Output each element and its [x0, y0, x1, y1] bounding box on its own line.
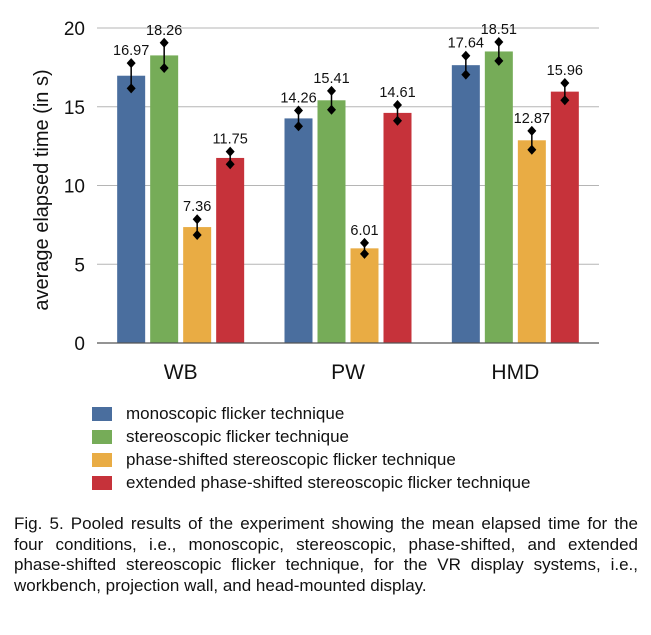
bar-chart: 16.97 18.26 7.36 11.75 14.26 15.41 6.01 14.61 17… [31, 19, 599, 384]
value-label: 15.41 [313, 71, 349, 87]
bar-pw-1 [317, 100, 346, 343]
error-bar-cap [360, 248, 369, 259]
error-bar-cap [192, 214, 202, 225]
x-tick-label-pw: PW [331, 361, 365, 384]
legend-swatch-stereoscopic [92, 429, 112, 444]
legend: monoscopic flicker technique stereoscopi… [92, 402, 530, 494]
error-bar-cap [461, 50, 471, 61]
value-label: 12.87 [514, 111, 550, 127]
value-label: 18.51 [481, 22, 517, 38]
error-bar-cap [327, 104, 336, 115]
y-tick-label: 5 [74, 255, 85, 276]
error-bar-cap [294, 121, 303, 132]
error-bar-cap [560, 77, 570, 88]
legend-swatch-phase-shifted [92, 452, 112, 467]
legend-item-monoscopic: monoscopic flicker technique [92, 402, 530, 425]
error-bar-cap [126, 83, 136, 94]
figure-caption: Fig. 5. Pooled results of the experiment… [14, 514, 638, 595]
error-bar-cap [192, 229, 202, 240]
bar-pw-0 [284, 118, 313, 343]
error-bar-cap [527, 144, 537, 155]
legend-item-phase-shifted: phase-shifted stereoscopic flicker techn… [92, 448, 530, 471]
value-label: 7.36 [183, 199, 211, 215]
x-tick-label-hmd: HMD [491, 361, 539, 384]
y-tick-label: 15 [64, 98, 85, 119]
legend-label-phase-shifted: phase-shifted stereoscopic flicker techn… [126, 449, 456, 469]
legend-label-monoscopic: monoscopic flicker technique [126, 403, 345, 423]
legend-label-extended-phase-shifted: extended phase-shifted stereoscopic flic… [126, 472, 531, 492]
legend-swatch-monoscopic [92, 406, 112, 421]
bar-wb-1 [150, 55, 179, 343]
error-bar-cap [527, 125, 537, 136]
error-bar-cap [225, 146, 235, 157]
value-label: 6.01 [350, 223, 378, 239]
error-bars [126, 37, 570, 259]
legend-label-stereoscopic: stereoscopic flicker technique [126, 426, 350, 446]
legend-item-stereoscopic: stereoscopic flicker technique [92, 425, 530, 448]
x-tick-label-wb: WB [164, 361, 198, 384]
bars [117, 51, 579, 344]
y-axis-label: average elapsed time (in s) [31, 69, 53, 310]
value-labels: 16.97 18.26 7.36 11.75 14.26 15.41 6.01 14.61 17… [113, 22, 583, 239]
bar-wb-0 [117, 75, 146, 343]
error-bar-cap [560, 95, 570, 106]
axis: 0 5 10 15 20 WB PW HMD [64, 19, 599, 384]
error-bar-cap [126, 58, 136, 69]
value-label: 14.26 [280, 91, 316, 107]
bar-pw-2 [350, 248, 379, 343]
y-tick-label: 20 [64, 19, 85, 40]
bar-hmd-1 [484, 51, 513, 343]
error-bar-cap [294, 105, 303, 116]
value-label: 16.97 [113, 43, 149, 59]
error-bar-cap [494, 55, 504, 66]
value-label: 17.64 [448, 36, 484, 52]
bar-wb-2 [183, 227, 212, 343]
y-tick-label: 0 [74, 334, 85, 355]
legend-item-extended-phase-shifted: extended phase-shifted stereoscopic flic… [92, 471, 530, 494]
value-label: 14.61 [379, 85, 415, 101]
value-label: 15.96 [547, 63, 583, 79]
bar-hmd-0 [451, 65, 480, 344]
error-bar-cap [393, 100, 402, 111]
error-bar-cap [225, 159, 235, 170]
bar-hmd-3 [550, 91, 579, 343]
error-bar-cap [159, 37, 169, 48]
error-bar-cap [494, 37, 504, 48]
legend-swatch-extended-phase-shifted [92, 475, 112, 490]
error-bar-cap [327, 85, 336, 96]
error-bar-cap [393, 115, 402, 126]
error-bar-cap [159, 63, 169, 74]
bar-pw-3 [383, 112, 412, 343]
error-bar-cap [461, 69, 471, 80]
y-tick-label: 10 [64, 177, 85, 198]
value-label: 11.75 [213, 132, 248, 148]
bar-wb-3 [216, 157, 245, 343]
bar-hmd-2 [517, 140, 546, 343]
value-label: 18.26 [146, 23, 182, 39]
error-bar-cap [360, 237, 369, 248]
